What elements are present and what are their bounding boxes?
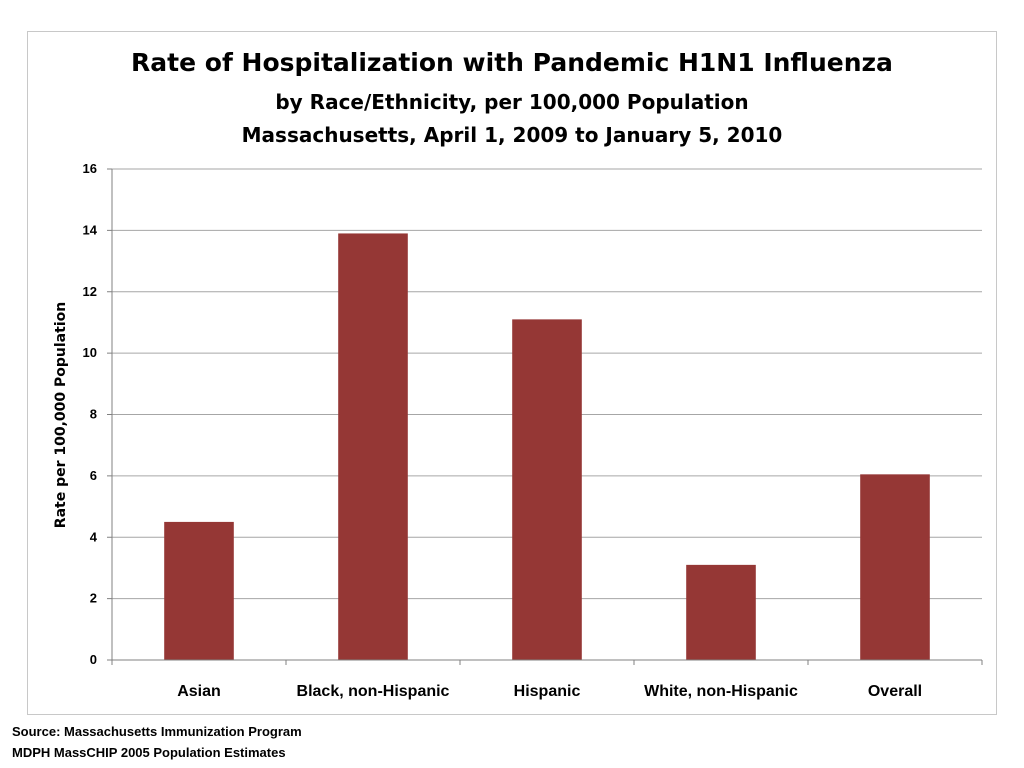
source-line-2: MDPH MassCHIP 2005 Population Estimates [12, 745, 286, 760]
chart-title: Rate of Hospitalization with Pandemic H1… [131, 48, 893, 77]
bar-white-non-hispanic [686, 564, 756, 660]
y-tick-label: 10 [83, 345, 97, 360]
y-tick-labels: 0 2 4 6 8 10 12 14 16 [83, 161, 98, 667]
bar-overall [860, 474, 930, 660]
bar-asian [164, 521, 234, 660]
bars [164, 233, 930, 660]
y-tick-label: 16 [83, 161, 97, 176]
y-tick-label: 0 [90, 652, 97, 667]
bar-hispanic [512, 319, 582, 660]
chart-subtitle-line-1: by Race/Ethnicity, per 100,000 Populatio… [275, 90, 749, 114]
bar-black-non-hispanic [338, 233, 408, 660]
y-tick-label: 12 [83, 284, 97, 299]
y-tick-label: 8 [90, 407, 97, 422]
x-category-label: White, non-Hispanic [644, 683, 798, 700]
y-tick-label: 6 [90, 468, 97, 483]
x-category-label: Overall [868, 683, 922, 700]
axes [107, 168, 983, 665]
y-tick-label: 14 [83, 222, 98, 237]
source-line-1: Source: Massachusetts Immunization Progr… [12, 724, 302, 739]
y-tick-label: 2 [90, 591, 97, 606]
x-category-label: Asian [177, 683, 221, 700]
x-category-label: Hispanic [514, 683, 581, 700]
x-category-label: Black, non-Hispanic [297, 683, 450, 700]
x-category-labels: Asian Black, non-Hispanic Hispanic White, n… [177, 683, 922, 700]
y-tick-label: 4 [90, 529, 98, 544]
chart-subtitle-line-2: Massachusetts, April 1, 2009 to January … [241, 123, 783, 147]
y-axis-label: Rate per 100,000 Population [53, 302, 69, 528]
